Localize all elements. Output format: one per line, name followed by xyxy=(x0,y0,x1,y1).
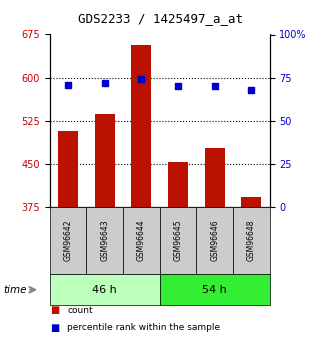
Text: 54 h: 54 h xyxy=(202,285,227,295)
Bar xyxy=(95,114,115,207)
Point xyxy=(139,77,144,82)
Bar xyxy=(204,148,225,207)
Text: percentile rank within the sample: percentile rank within the sample xyxy=(67,323,221,332)
Point xyxy=(212,83,217,89)
Point xyxy=(249,87,254,92)
Point xyxy=(65,82,71,87)
Bar xyxy=(131,45,152,207)
Text: ■: ■ xyxy=(50,323,59,333)
Text: count: count xyxy=(67,306,93,315)
Point xyxy=(176,83,181,89)
Text: GSM96645: GSM96645 xyxy=(174,220,183,262)
Text: ■: ■ xyxy=(50,306,59,315)
Text: 46 h: 46 h xyxy=(92,285,117,295)
Point xyxy=(102,80,107,86)
Text: GSM96644: GSM96644 xyxy=(137,220,146,262)
Text: GSM96646: GSM96646 xyxy=(210,220,219,262)
Text: GDS2233 / 1425497_a_at: GDS2233 / 1425497_a_at xyxy=(78,12,243,25)
Text: time: time xyxy=(3,285,27,295)
Bar xyxy=(241,197,261,207)
Text: GSM96642: GSM96642 xyxy=(64,220,73,262)
Bar xyxy=(168,162,188,207)
Text: GSM96643: GSM96643 xyxy=(100,220,109,262)
Text: GSM96648: GSM96648 xyxy=(247,220,256,262)
Bar xyxy=(58,131,78,207)
